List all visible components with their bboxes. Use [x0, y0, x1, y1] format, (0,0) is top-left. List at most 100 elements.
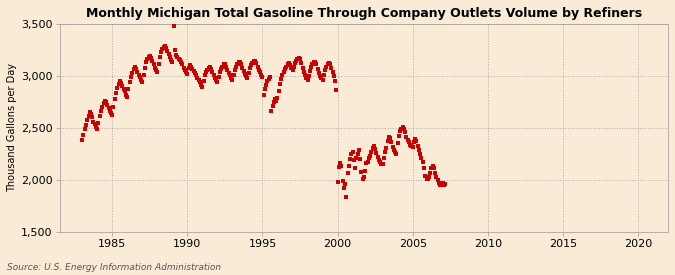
Point	[405, 142, 416, 147]
Point	[411, 139, 422, 144]
Point	[356, 169, 367, 174]
Point	[284, 61, 294, 66]
Point	[348, 158, 359, 162]
Point	[278, 70, 289, 74]
Point	[202, 67, 213, 72]
Point	[294, 56, 304, 60]
Point	[82, 117, 92, 122]
Point	[114, 79, 125, 83]
Point	[396, 127, 407, 131]
Point	[222, 67, 233, 72]
Point	[198, 79, 209, 83]
Point	[326, 65, 337, 70]
Point	[83, 114, 94, 119]
Point	[336, 164, 347, 169]
Point	[156, 50, 167, 54]
Point	[345, 157, 356, 161]
Point	[109, 97, 120, 101]
Point	[373, 155, 383, 159]
Point	[319, 73, 329, 77]
Point	[151, 67, 161, 72]
Point	[133, 73, 144, 77]
Point	[386, 140, 397, 145]
Point	[244, 65, 255, 70]
Point	[152, 70, 163, 74]
Point	[385, 136, 396, 141]
Point	[146, 56, 157, 60]
Point	[232, 62, 243, 67]
Point	[87, 115, 98, 120]
Point	[247, 61, 258, 66]
Point	[439, 183, 450, 187]
Point	[216, 66, 227, 71]
Point	[277, 73, 288, 77]
Point	[115, 81, 126, 85]
Point	[421, 177, 432, 181]
Point	[323, 61, 334, 66]
Point	[169, 48, 180, 52]
Point	[423, 177, 433, 181]
Point	[325, 62, 335, 67]
Point	[285, 63, 296, 68]
Point	[350, 166, 360, 170]
Point	[251, 61, 262, 66]
Point	[187, 66, 198, 71]
Point	[183, 65, 194, 70]
Point	[149, 65, 160, 70]
Point	[136, 78, 146, 82]
Point	[86, 112, 97, 117]
Point	[331, 88, 342, 93]
Point	[260, 87, 271, 92]
Point	[188, 68, 199, 73]
Point	[105, 109, 115, 113]
Point	[103, 106, 114, 110]
Point	[107, 113, 117, 118]
Point	[357, 177, 368, 181]
Point	[340, 182, 350, 186]
Point	[234, 60, 244, 65]
Point	[237, 65, 248, 70]
Point	[389, 147, 400, 152]
Point	[287, 67, 298, 72]
Point	[435, 183, 446, 187]
Point	[437, 181, 448, 185]
Point	[308, 60, 319, 65]
Point	[440, 182, 451, 186]
Point	[140, 65, 151, 70]
Point	[168, 24, 179, 28]
Point	[217, 64, 227, 69]
Point	[252, 64, 263, 69]
Point	[361, 161, 372, 166]
Point	[362, 160, 373, 164]
Point	[329, 74, 340, 78]
Point	[203, 65, 214, 70]
Point	[418, 166, 429, 170]
Point	[130, 64, 140, 69]
Point	[77, 138, 88, 142]
Point	[267, 104, 278, 108]
Point	[126, 75, 136, 79]
Point	[96, 109, 107, 113]
Point	[420, 174, 431, 178]
Point	[122, 95, 133, 99]
Point	[321, 64, 331, 69]
Point	[271, 99, 281, 103]
Point	[231, 64, 242, 69]
Point	[261, 83, 271, 87]
Point	[113, 82, 124, 86]
Point	[279, 66, 290, 71]
Point	[265, 75, 275, 79]
Point	[291, 59, 302, 64]
Point	[184, 63, 195, 68]
Point	[228, 73, 239, 77]
Point	[90, 125, 101, 129]
Point	[221, 64, 232, 69]
Point	[290, 61, 300, 66]
Point	[360, 168, 371, 173]
Point	[329, 79, 340, 83]
Point	[281, 64, 292, 69]
Point	[346, 152, 357, 156]
Point	[121, 92, 132, 97]
Point	[266, 109, 277, 113]
Point	[342, 170, 353, 175]
